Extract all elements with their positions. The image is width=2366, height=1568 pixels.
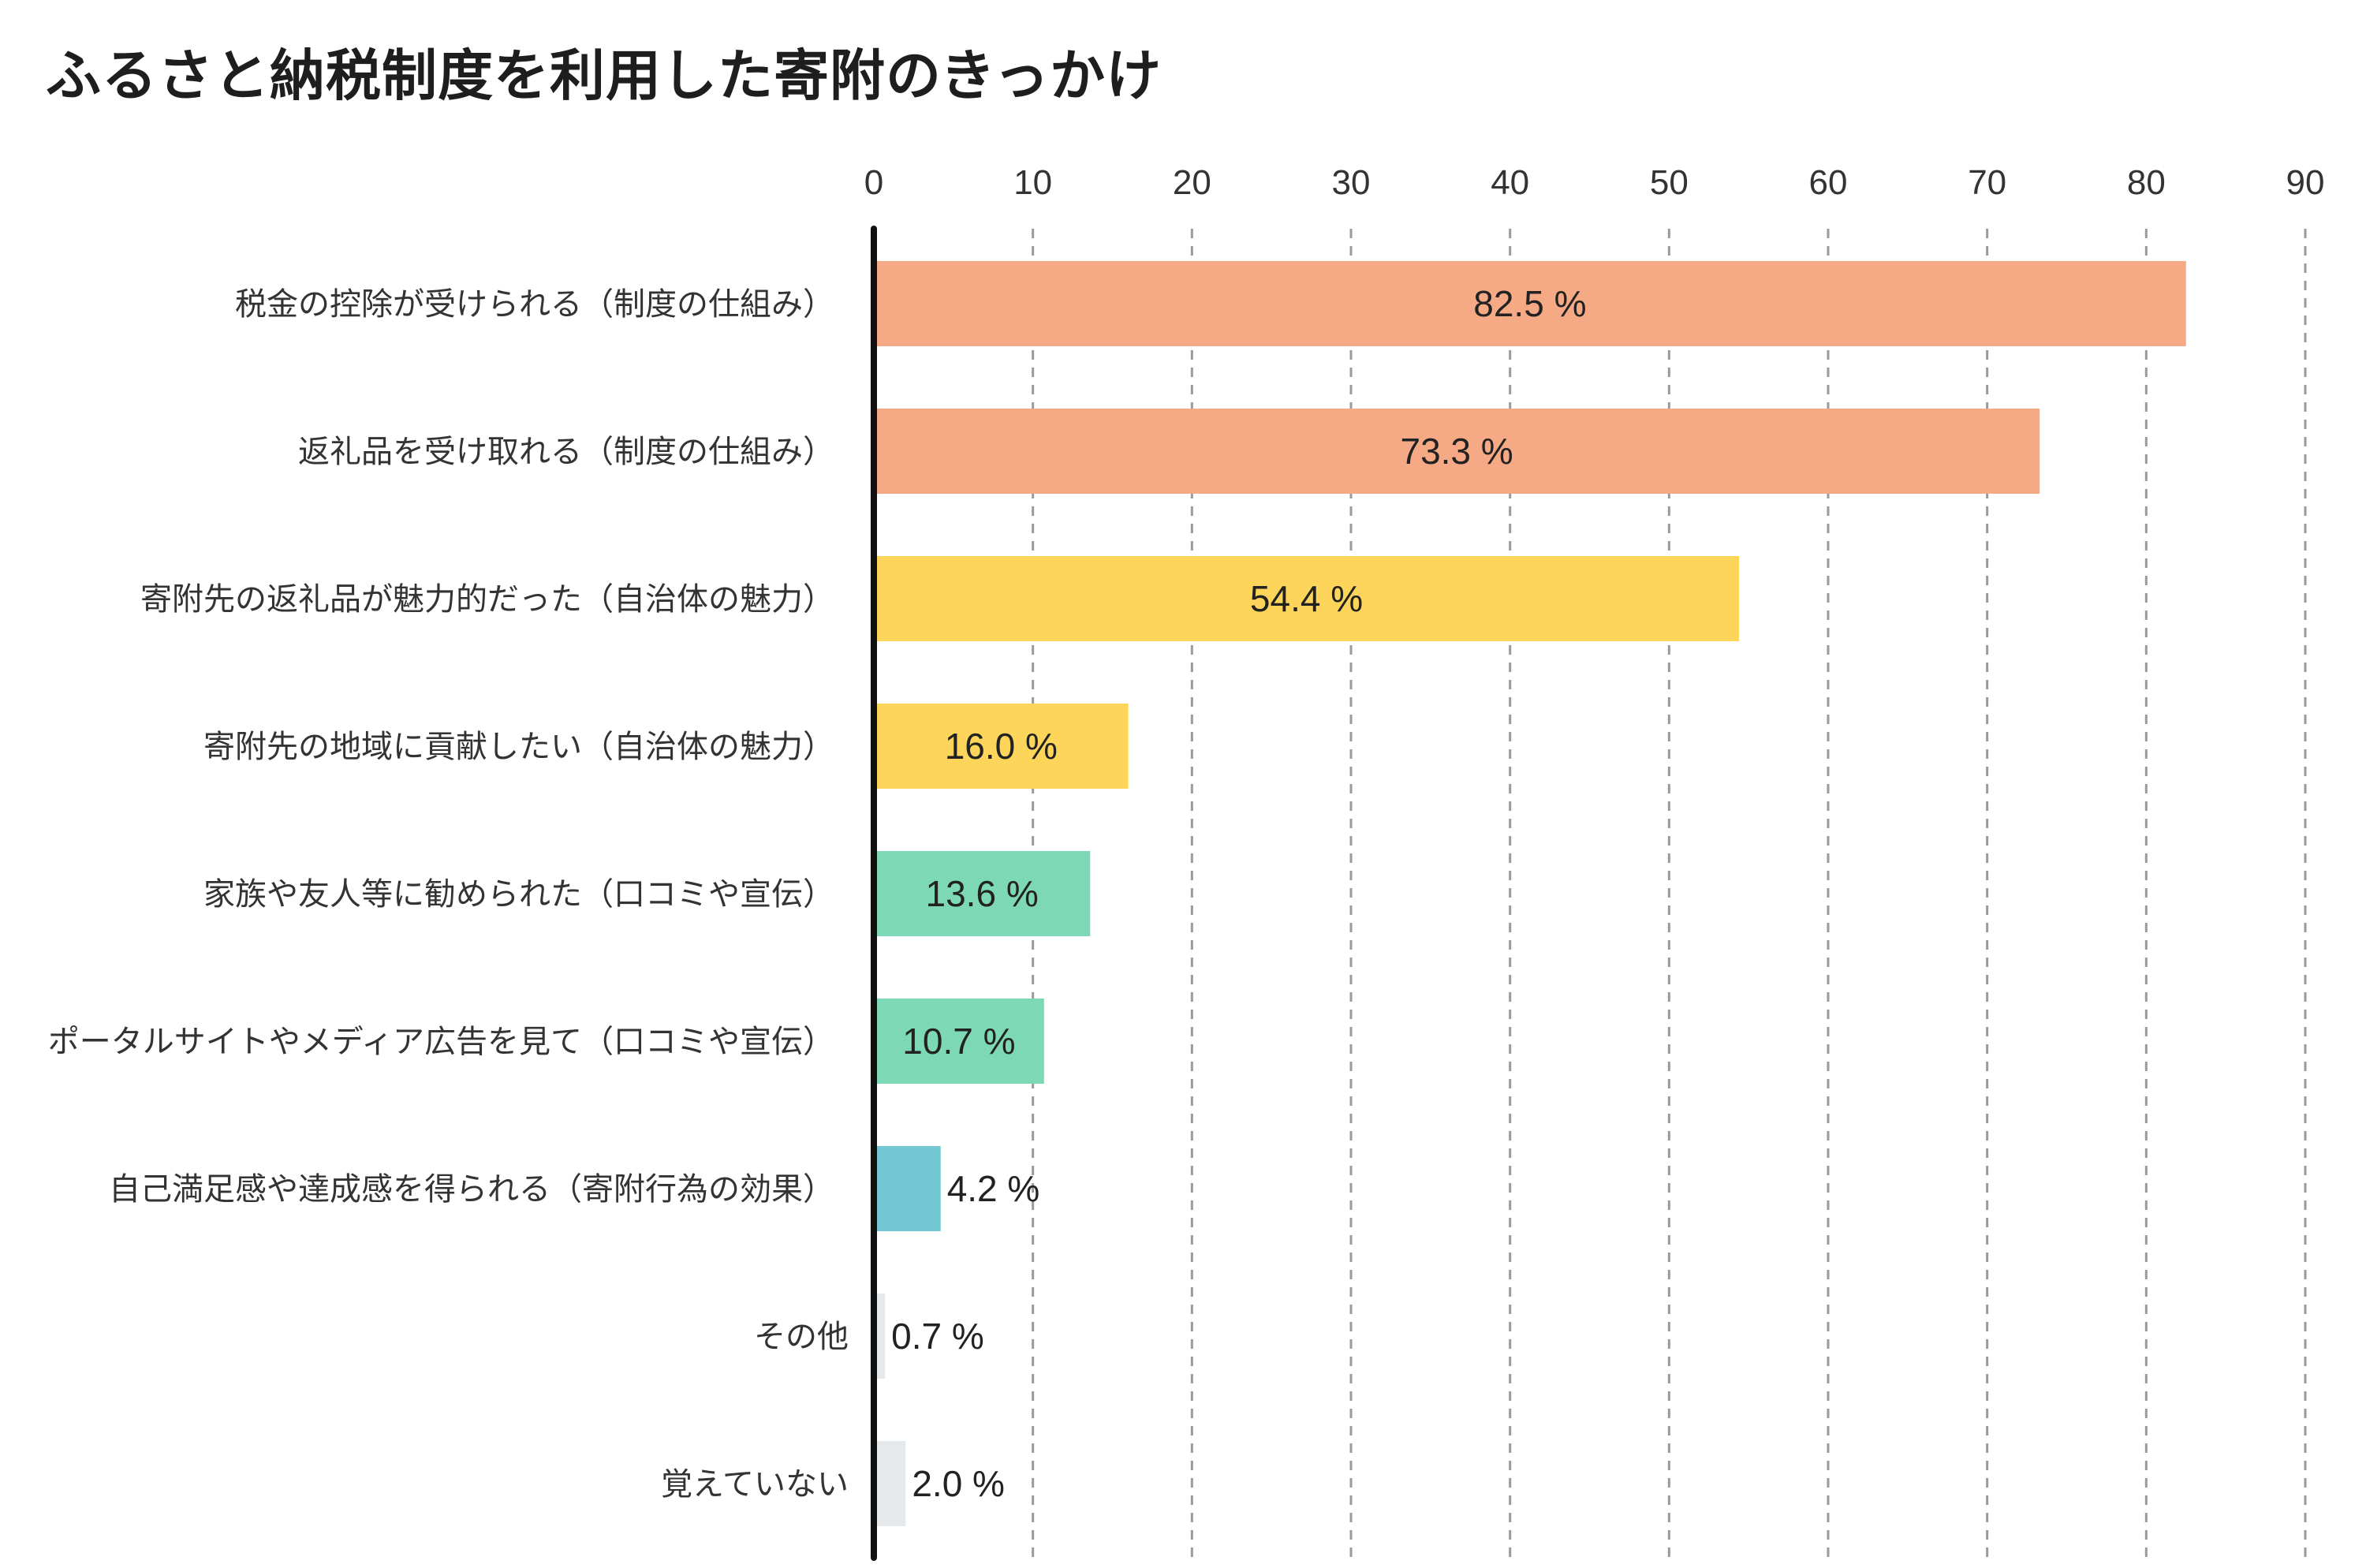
data-label: 2.0 % [912, 1463, 1005, 1504]
x-tick-label: 10 [1013, 163, 1052, 202]
bar [874, 1441, 906, 1526]
category-label: 覚えていない [661, 1466, 849, 1503]
data-label: 13.6 % [926, 873, 1039, 914]
bar [874, 556, 1740, 641]
category-label: その他 [754, 1319, 849, 1355]
category-label: ポータルサイトやメディア広告を見て（口コミや宣伝） [48, 1024, 834, 1060]
bar [874, 1146, 941, 1231]
data-label: 82.5 % [1473, 283, 1586, 324]
x-tick-label: 50 [1650, 163, 1689, 202]
x-tick-label: 90 [2286, 163, 2325, 202]
category-label: 返礼品を受け取れる（制度の仕組み） [298, 434, 834, 470]
data-label: 73.3 % [1400, 431, 1513, 472]
bar [874, 409, 2040, 494]
category-label: 家族や友人等に勧められた（口コミや宣伝） [203, 876, 834, 913]
bar [874, 851, 1091, 936]
x-tick-label: 20 [1173, 163, 1211, 202]
bar [874, 704, 1129, 789]
data-label: 10.7 % [902, 1021, 1015, 1062]
x-tick-label: 70 [1968, 163, 2006, 202]
category-label: 寄附先の地域に貢献したい（自治体の魅力） [203, 729, 834, 765]
bar [874, 999, 1044, 1084]
data-label: 16.0 % [945, 726, 1058, 767]
x-tick-label: 0 [864, 163, 883, 202]
data-label: 54.4 % [1250, 578, 1363, 619]
category-label: 寄附先の返礼品が魅力的だった（自治体の魅力） [140, 581, 834, 618]
category-label: 自己満足感や達成感を得られる（寄附行為の効果） [109, 1171, 834, 1208]
x-tick-label: 40 [1491, 163, 1529, 202]
bar [874, 261, 2186, 346]
x-tick-label: 30 [1332, 163, 1371, 202]
x-tick-label: 60 [1809, 163, 1848, 202]
x-tick-label: 80 [2127, 163, 2166, 202]
data-label: 0.7 % [891, 1316, 984, 1357]
category-label: 税金の控除が受けられる（制度の仕組み） [235, 286, 834, 323]
chart-title: ふるさと納税制度を利用した寄附のきっかけ [46, 43, 1162, 108]
data-label: 4.2 % [947, 1168, 1040, 1209]
